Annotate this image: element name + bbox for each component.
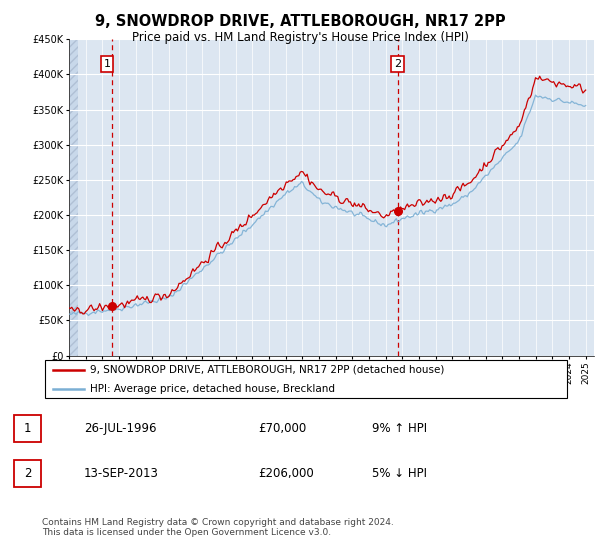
Text: 1: 1 — [103, 59, 110, 69]
FancyBboxPatch shape — [44, 360, 568, 398]
Text: 2: 2 — [394, 59, 401, 69]
Text: 13-SEP-2013: 13-SEP-2013 — [84, 466, 159, 480]
Text: 9, SNOWDROP DRIVE, ATTLEBOROUGH, NR17 2PP (detached house): 9, SNOWDROP DRIVE, ATTLEBOROUGH, NR17 2P… — [89, 365, 444, 375]
Text: £206,000: £206,000 — [258, 466, 314, 480]
Text: 26-JUL-1996: 26-JUL-1996 — [84, 422, 157, 435]
Text: Contains HM Land Registry data © Crown copyright and database right 2024.
This d: Contains HM Land Registry data © Crown c… — [42, 518, 394, 538]
Text: 9, SNOWDROP DRIVE, ATTLEBOROUGH, NR17 2PP: 9, SNOWDROP DRIVE, ATTLEBOROUGH, NR17 2P… — [95, 14, 505, 29]
Text: Price paid vs. HM Land Registry's House Price Index (HPI): Price paid vs. HM Land Registry's House … — [131, 31, 469, 44]
Text: £70,000: £70,000 — [258, 422, 306, 435]
Text: 9% ↑ HPI: 9% ↑ HPI — [372, 422, 427, 435]
Text: 5% ↓ HPI: 5% ↓ HPI — [372, 466, 427, 480]
Text: 2: 2 — [24, 466, 31, 480]
Bar — [69, 39, 78, 356]
Text: HPI: Average price, detached house, Breckland: HPI: Average price, detached house, Brec… — [89, 384, 335, 394]
Text: 1: 1 — [24, 422, 31, 435]
